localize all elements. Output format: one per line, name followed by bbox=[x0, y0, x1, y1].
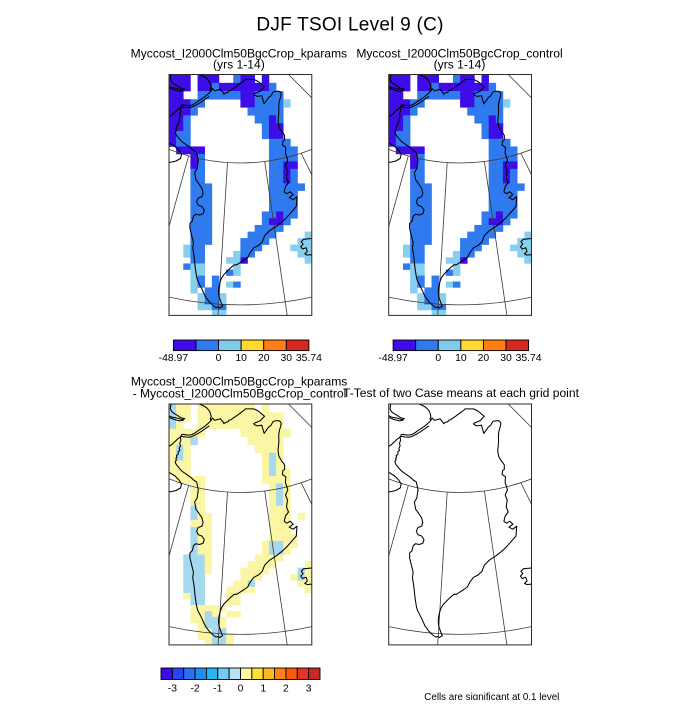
svg-text:Myccost_I2000Clm50BgcCrop_kpar: Myccost_I2000Clm50BgcCrop_kparams bbox=[131, 375, 347, 389]
svg-text:-48.97: -48.97 bbox=[159, 353, 189, 364]
svg-text:DJF TSOI Level 9 (C): DJF TSOI Level 9 (C) bbox=[256, 14, 443, 35]
svg-text:0: 0 bbox=[238, 684, 244, 695]
svg-text:35.74: 35.74 bbox=[296, 353, 322, 364]
svg-text:-2: -2 bbox=[190, 684, 199, 695]
svg-text:20: 20 bbox=[478, 353, 490, 364]
svg-text:20: 20 bbox=[258, 353, 270, 364]
svg-text:1: 1 bbox=[260, 684, 266, 695]
svg-text:Myccost_I2000Clm50BgcCrop_kpar: Myccost_I2000Clm50BgcCrop_kparams bbox=[131, 46, 347, 60]
svg-text:-48.97: -48.97 bbox=[378, 353, 408, 364]
svg-text:30: 30 bbox=[281, 353, 293, 364]
svg-text:2: 2 bbox=[283, 684, 289, 695]
svg-text:3: 3 bbox=[306, 684, 312, 695]
svg-text:-1: -1 bbox=[213, 684, 222, 695]
svg-text:(yrs 1-14): (yrs 1-14) bbox=[434, 58, 486, 72]
svg-text:Cells are significant at 0.1 l: Cells are significant at 0.1 level bbox=[424, 692, 559, 700]
svg-text:(yrs 1-14): (yrs 1-14) bbox=[213, 58, 265, 72]
svg-text:30: 30 bbox=[500, 353, 512, 364]
svg-text:10: 10 bbox=[235, 353, 247, 364]
svg-text:-3: -3 bbox=[168, 684, 177, 695]
svg-text:35.74: 35.74 bbox=[516, 353, 542, 364]
svg-text:T-Test of two Case means at ea: T-Test of two Case means at each grid po… bbox=[343, 386, 580, 400]
svg-text:0: 0 bbox=[435, 353, 441, 364]
svg-text:10: 10 bbox=[455, 353, 467, 364]
svg-text:- Myccost_I2000Clm50BgcCrop_co: - Myccost_I2000Clm50BgcCrop_control bbox=[133, 386, 347, 400]
svg-text:Myccost_I2000Clm50BgcCrop_cont: Myccost_I2000Clm50BgcCrop_control bbox=[356, 46, 562, 60]
svg-text:0: 0 bbox=[216, 353, 222, 364]
